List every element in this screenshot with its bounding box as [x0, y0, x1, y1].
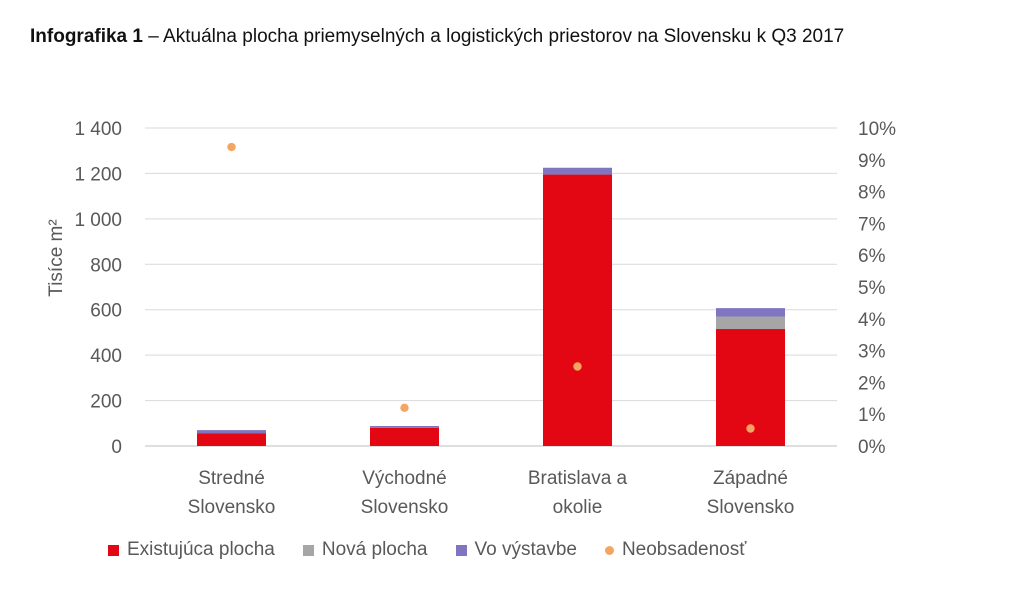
bar-existuj-ca-plocha [543, 174, 612, 447]
y2-tick-label: 7% [858, 214, 886, 235]
legend-marker-dot [604, 545, 614, 555]
category-label: Slovensko [361, 497, 449, 518]
chart-title-rest: – Aktuálna plocha priemyselných a logist… [142, 26, 845, 47]
legend-label: Nová plocha [321, 539, 428, 560]
bar-existuj-ca-plocha [197, 433, 266, 446]
legend-swatch [455, 544, 467, 556]
chart-title-bold: Infografika 1 [30, 26, 143, 47]
category-label: Východné [362, 468, 447, 489]
legend-item: Vo výstavbe [455, 539, 577, 561]
y-tick-label: 400 [90, 346, 122, 367]
legend-swatch [108, 544, 119, 556]
y2-tick-label: 2% [858, 373, 886, 394]
legend-label: Vo výstavbe [474, 539, 577, 560]
category-label: okolie [553, 497, 603, 518]
y2-tick-label: 0% [858, 437, 886, 458]
legend: Existujúca plocha Nová plocha Vo výstavbe N… [108, 539, 746, 561]
y2-tick-label: 1% [858, 405, 886, 426]
y-tick-label: 1 200 [74, 164, 122, 185]
y-tick-label: 0 [111, 437, 122, 458]
chart-title: Infografika 1 – Aktuálna plocha priemyse… [30, 26, 844, 48]
bar-existuj-ca-plocha [370, 427, 439, 446]
category-label: Slovensko [188, 497, 276, 518]
y2-tick-label: 9% [858, 151, 886, 172]
category-label: Bratislava a [528, 468, 628, 489]
category-label: Stredné [198, 468, 265, 489]
y2-tick-label: 6% [858, 246, 886, 267]
y-tick-label: 1 000 [74, 210, 122, 231]
legend-item: Nová plocha [302, 539, 428, 561]
legend-swatch [302, 544, 314, 556]
category-label: Slovensko [707, 497, 795, 518]
bar-vo-v-stavbe [197, 430, 266, 434]
y-tick-label: 800 [90, 255, 122, 276]
legend-item: Neobsadenosť [604, 539, 747, 561]
bar-nov-plocha [716, 316, 785, 330]
y-tick-label: 200 [90, 392, 122, 413]
y-axis-label: Tisíce m² [46, 219, 67, 296]
y-tick-label: 600 [90, 301, 122, 322]
y2-tick-label: 10% [858, 119, 896, 140]
category-label: Západné [713, 468, 788, 489]
bar-vo-v-stavbe [543, 167, 612, 175]
vacancy-point [400, 403, 409, 413]
y2-tick-label: 5% [858, 278, 886, 299]
legend-label: Existujúca plocha [127, 539, 275, 560]
y-tick-label: 1 400 [74, 119, 122, 140]
bar-vo-v-stavbe [716, 308, 785, 317]
vacancy-point [746, 424, 755, 433]
vacancy-point [227, 142, 236, 152]
bar-vo-v-stavbe [370, 426, 439, 428]
y2-tick-label: 8% [858, 183, 886, 204]
y2-tick-label: 4% [858, 310, 886, 331]
legend-item: Existujúca plocha [108, 539, 275, 561]
legend-label: Neobsadenosť [621, 539, 747, 560]
vacancy-point [573, 362, 582, 371]
y2-tick-label: 3% [858, 342, 886, 363]
